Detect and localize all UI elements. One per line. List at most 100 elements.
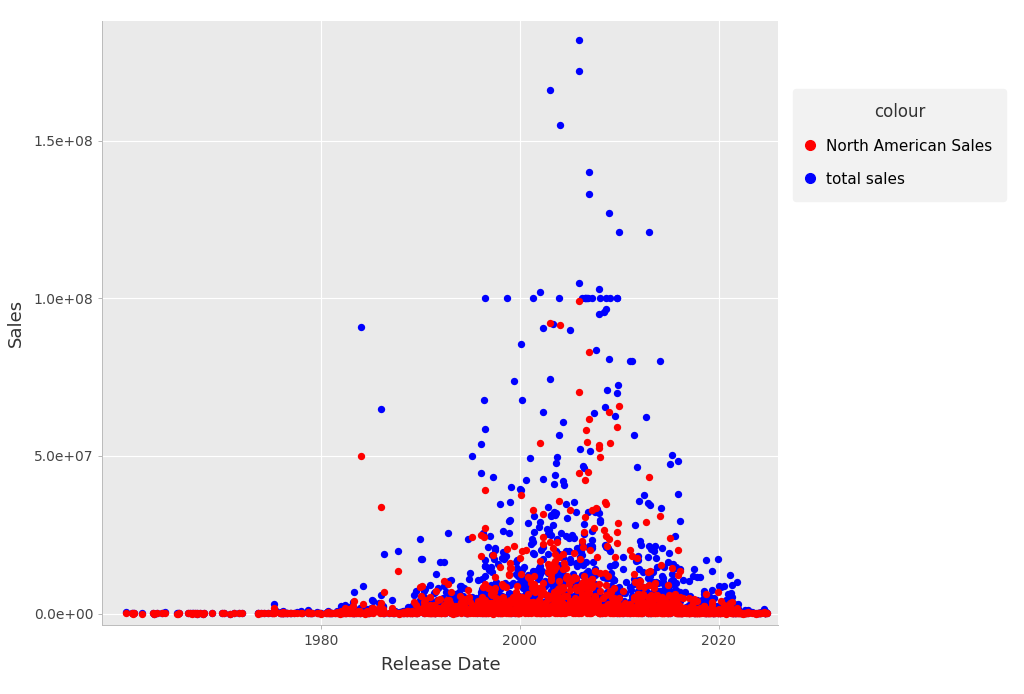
Point	[656, 595, 673, 606]
Point	[275, 608, 292, 619]
Point	[688, 595, 705, 606]
Point	[670, 608, 686, 619]
Point	[386, 607, 402, 618]
Point	[323, 607, 339, 618]
Point	[571, 600, 588, 611]
Point	[188, 608, 205, 619]
Point	[551, 548, 567, 559]
Point	[546, 564, 562, 575]
Point	[682, 607, 698, 618]
Point	[569, 598, 586, 609]
Point	[507, 608, 523, 619]
Point	[652, 605, 669, 616]
Point	[435, 597, 452, 608]
Point	[757, 608, 773, 619]
Point	[613, 601, 630, 612]
Point	[517, 607, 534, 618]
Point	[346, 595, 362, 607]
Point	[381, 608, 397, 619]
Point	[463, 591, 479, 602]
Point	[705, 596, 721, 607]
Point	[571, 386, 588, 397]
Point	[631, 597, 647, 608]
Point	[374, 607, 390, 618]
Point	[376, 587, 392, 598]
Point	[603, 602, 620, 613]
Point	[421, 598, 437, 609]
Point	[435, 556, 452, 567]
Point	[548, 597, 564, 608]
Point	[674, 607, 690, 618]
Point	[435, 602, 452, 613]
Point	[696, 604, 713, 615]
Point	[421, 604, 437, 616]
Point	[565, 605, 582, 616]
Point	[673, 565, 689, 576]
Point	[698, 591, 715, 602]
Point	[585, 599, 601, 610]
Point	[477, 554, 494, 565]
Point	[739, 608, 756, 619]
Point	[680, 602, 696, 613]
Point	[492, 608, 508, 619]
Point	[606, 606, 623, 617]
Point	[422, 579, 438, 590]
Point	[546, 593, 562, 604]
Point	[403, 607, 420, 618]
Point	[578, 585, 594, 596]
Point	[274, 607, 291, 618]
Point	[521, 586, 538, 598]
Point	[582, 414, 598, 425]
Point	[575, 529, 592, 540]
Point	[545, 604, 561, 615]
Point	[510, 578, 526, 589]
Point	[659, 608, 676, 619]
Point	[435, 600, 452, 611]
Point	[529, 589, 546, 600]
Point	[728, 577, 744, 588]
Point	[477, 607, 494, 618]
Point	[602, 567, 618, 578]
Point	[750, 607, 766, 618]
Point	[452, 600, 468, 611]
Point	[657, 606, 674, 617]
Point	[325, 608, 341, 619]
Point	[679, 607, 695, 618]
Point	[685, 604, 701, 616]
Point	[757, 608, 773, 619]
Point	[498, 604, 514, 615]
Point	[529, 602, 546, 613]
Point	[727, 607, 743, 618]
Point	[621, 607, 637, 618]
Point	[659, 606, 676, 617]
Point	[714, 606, 730, 617]
Point	[667, 600, 683, 611]
Point	[427, 604, 443, 616]
Point	[532, 602, 549, 613]
Point	[656, 605, 673, 616]
Point	[686, 563, 702, 574]
Point	[181, 607, 198, 618]
Point	[581, 593, 597, 604]
Point	[498, 601, 514, 612]
Point	[517, 598, 534, 609]
Point	[718, 607, 734, 618]
Point	[624, 607, 640, 618]
Point	[672, 592, 688, 603]
Point	[664, 598, 680, 609]
Point	[623, 598, 639, 609]
Point	[675, 592, 691, 603]
Point	[422, 607, 438, 618]
Point	[522, 574, 539, 585]
Point	[685, 598, 701, 609]
Point	[578, 600, 594, 611]
Point	[726, 601, 742, 612]
Point	[318, 607, 335, 618]
Point	[659, 606, 676, 617]
Point	[724, 603, 740, 614]
Point	[581, 603, 597, 614]
Point	[293, 606, 309, 617]
Point	[454, 606, 470, 617]
Point	[415, 605, 431, 616]
Point	[144, 607, 161, 618]
